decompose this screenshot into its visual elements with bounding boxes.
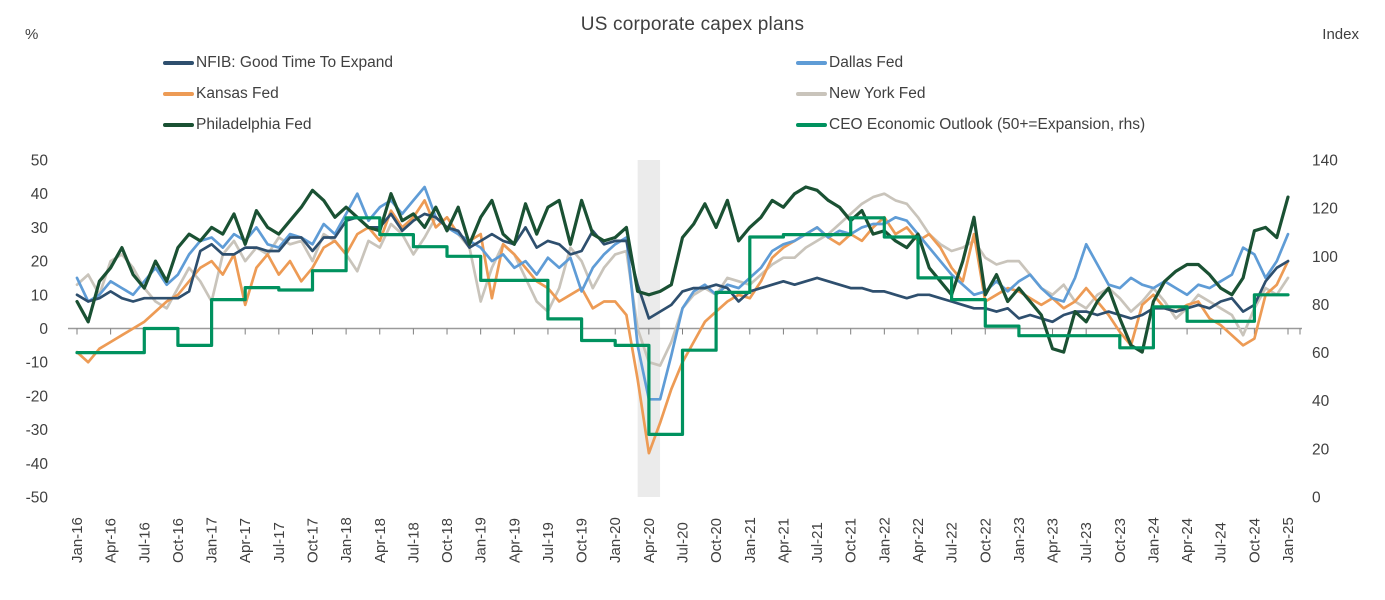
legend-item: CEO Economic Outlook (50+=Expansion, rhs… <box>796 109 1145 140</box>
legend-label: Philadelphia Fed <box>196 115 312 133</box>
legend-label: Dallas Fed <box>829 53 904 71</box>
x-tick-label: Apr-21 <box>775 518 792 563</box>
legend-line-swatch <box>163 91 194 96</box>
x-tick-label: Oct-17 <box>304 518 321 563</box>
x-tick-label: Apr-18 <box>372 518 389 563</box>
x-tick-label: Jul-17 <box>271 522 288 563</box>
series-line-ceo-economic-outlook-50-expansion-rhs <box>75 216 1290 436</box>
left-axis-tick-label: 10 <box>31 287 49 304</box>
x-tick-label: Jan-22 <box>876 517 893 563</box>
x-tick-label: Jul-24 <box>1213 522 1230 563</box>
legend-item: NFIB: Good Time To Expand <box>163 47 393 78</box>
x-tick-label: Jan-19 <box>473 517 490 563</box>
chart-title: US corporate capex plans <box>580 14 805 35</box>
x-tick-label: Jul-18 <box>405 522 422 563</box>
x-tick-label: Apr-22 <box>910 518 927 563</box>
legend-left-column: NFIB: Good Time To Expand Kansas Fed Phila… <box>163 47 393 140</box>
x-tick-label: Jul-20 <box>675 522 692 563</box>
right-axis-tick-label: 40 <box>1312 393 1330 410</box>
left-axis-tick-label: 50 <box>31 153 49 170</box>
right-axis-tick-label: 0 <box>1312 490 1321 507</box>
legend-item: Philadelphia Fed <box>163 109 393 140</box>
series-line-dallas-fed <box>75 185 1290 401</box>
left-axis-tick-label: 30 <box>31 220 49 237</box>
legend-item: Dallas Fed <box>796 47 1145 78</box>
legend-label: CEO Economic Outlook (50+=Expansion, rhs… <box>829 115 1146 133</box>
legend-line-swatch <box>163 122 194 127</box>
right-axis-tick-label: 80 <box>1312 297 1330 314</box>
left-axis-tick-label: -40 <box>26 456 49 473</box>
series-line-philadelphia-fed <box>75 185 1290 354</box>
x-tick-label: Oct-19 <box>574 518 591 563</box>
legend-line-swatch <box>796 60 827 65</box>
x-tick-label: Jan-18 <box>338 517 355 563</box>
x-tick-label: Oct-16 <box>170 518 187 563</box>
x-tick-label: Apr-16 <box>103 518 120 563</box>
left-axis-tick-label: 40 <box>31 186 49 203</box>
x-tick-label: Oct-18 <box>439 518 456 563</box>
x-tick-label: Jan-24 <box>1145 517 1162 563</box>
series-line-nfib-good-time-to-expand <box>75 212 1290 324</box>
legend-line-swatch <box>163 60 194 65</box>
legend-line-swatch <box>796 122 827 127</box>
x-tick-label: Oct-22 <box>977 518 994 563</box>
legend-label: New York Fed <box>829 84 926 102</box>
x-tick-label: Apr-23 <box>1045 518 1062 563</box>
right-axis-unit-label: Index <box>1322 26 1359 43</box>
legend-item: New York Fed <box>796 78 1145 109</box>
x-tick-label: Jan-20 <box>607 517 624 563</box>
left-axis-tick-label: -20 <box>26 388 49 405</box>
x-tick-label: Oct-20 <box>708 518 725 563</box>
x-tick-label: Jan-25 <box>1280 517 1297 563</box>
legend-label: NFIB: Good Time To Expand <box>196 53 394 71</box>
right-axis-tick-label: 100 <box>1312 249 1338 266</box>
left-axis-tick-label: 0 <box>39 321 48 338</box>
x-tick-label: Jul-21 <box>809 522 826 563</box>
x-tick-label: Oct-24 <box>1246 518 1263 563</box>
left-axis-tick-label: -10 <box>26 355 49 372</box>
x-tick-label: Jan-21 <box>742 517 759 563</box>
left-axis-unit-label: % <box>25 26 39 43</box>
legend-right-column: Dallas Fed New York Fed CEO Economic Outlo… <box>796 47 1145 140</box>
x-tick-label: Oct-21 <box>843 518 860 563</box>
x-tick-label: Apr-20 <box>641 518 658 563</box>
legend-line-swatch <box>796 91 827 96</box>
left-axis-tick-label: 20 <box>31 254 49 271</box>
x-tick-label: Jul-22 <box>944 522 961 563</box>
legend-label: Kansas Fed <box>196 84 279 102</box>
x-tick-label: Oct-23 <box>1112 518 1129 563</box>
left-axis-tick-label: -50 <box>26 490 49 507</box>
x-tick-label: Jul-19 <box>540 522 557 563</box>
right-axis-tick-label: 20 <box>1312 441 1330 458</box>
x-tick-label: Jan-23 <box>1011 517 1028 563</box>
x-tick-label: Apr-17 <box>237 518 254 563</box>
x-tick-label: Jul-16 <box>136 522 153 563</box>
x-tick-label: Apr-24 <box>1179 518 1196 563</box>
x-tick-label: Jan-17 <box>204 517 221 563</box>
right-axis-tick-label: 140 <box>1312 153 1338 170</box>
x-tick-label: Apr-19 <box>506 518 523 563</box>
right-axis-tick-label: 120 <box>1312 201 1338 218</box>
x-tick-label: Jul-23 <box>1078 522 1095 563</box>
x-tick-label: Jan-16 <box>69 517 86 563</box>
left-axis-tick-label: -30 <box>26 422 49 439</box>
legend-item: Kansas Fed <box>163 78 393 109</box>
right-axis-tick-label: 60 <box>1312 345 1330 362</box>
